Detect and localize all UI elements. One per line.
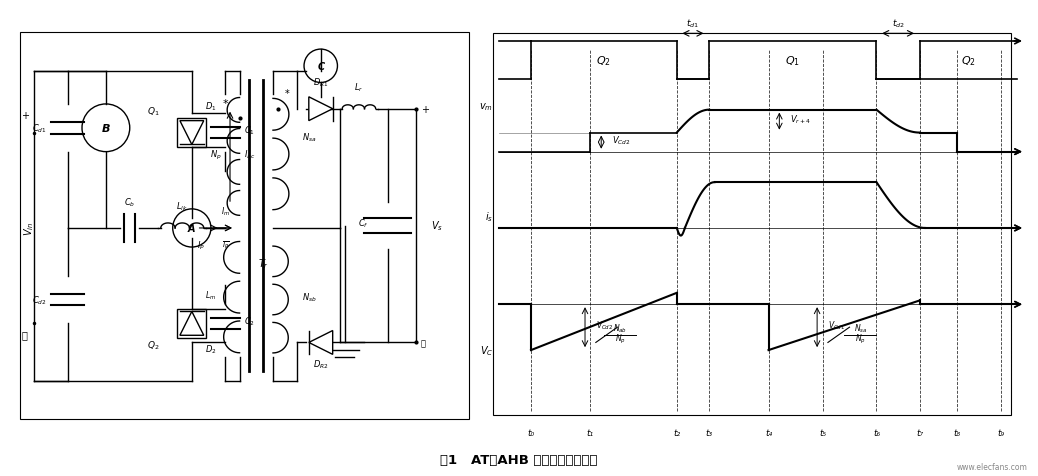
Text: $Q_1$: $Q_1$: [147, 105, 160, 118]
Text: $C_b$: $C_b$: [125, 196, 135, 208]
Text: $Q_2$: $Q_2$: [961, 54, 976, 68]
Text: $V_{in}$: $V_{in}$: [23, 221, 36, 236]
Text: t₈: t₈: [954, 428, 961, 436]
Text: $L_r$: $L_r$: [354, 81, 363, 94]
Text: $V_s$: $V_s$: [431, 219, 442, 233]
Bar: [177, 309, 207, 338]
Text: $I_m$: $I_m$: [221, 205, 229, 218]
Text: $L_m$: $L_m$: [206, 288, 217, 301]
Text: +: +: [21, 111, 29, 121]
Text: $C_2$: $C_2$: [244, 315, 254, 327]
Text: $C_{d1}$: $C_{d1}$: [32, 122, 47, 135]
Text: t₉: t₉: [998, 428, 1004, 436]
Text: $V_C$: $V_C$: [480, 344, 493, 357]
Text: $D_{R2}$: $D_{R2}$: [312, 357, 329, 370]
Text: t₄: t₄: [765, 428, 772, 436]
Text: $Q_2$: $Q_2$: [147, 338, 160, 351]
Text: $i_s$: $i_s$: [485, 210, 493, 224]
Bar: [177, 119, 207, 148]
Text: C: C: [318, 62, 324, 71]
Text: $t_{d2}$: $t_{d2}$: [892, 18, 904, 30]
Polygon shape: [309, 331, 332, 355]
Text: t₂: t₂: [674, 428, 680, 436]
Text: $C_{d2}$: $C_{d2}$: [32, 294, 47, 306]
Text: +: +: [421, 105, 429, 114]
Polygon shape: [180, 121, 203, 145]
Polygon shape: [309, 98, 332, 121]
Text: $Q_1$: $Q_1$: [786, 54, 800, 68]
Text: $I_{ac}$: $I_{ac}$: [244, 148, 255, 160]
Text: $N_{sa}$: $N_{sa}$: [302, 131, 317, 144]
Text: www.elecfans.com: www.elecfans.com: [957, 462, 1028, 471]
Text: $N_p$: $N_p$: [855, 332, 866, 345]
Polygon shape: [180, 312, 203, 336]
Text: $I_P$: $I_P$: [197, 238, 206, 251]
Text: $D_2$: $D_2$: [206, 343, 217, 356]
Text: t₀: t₀: [527, 428, 535, 436]
Text: $V_{Cd1}$: $V_{Cd1}$: [828, 318, 845, 331]
Text: t₁: t₁: [586, 428, 594, 436]
Text: $N_p$: $N_p$: [210, 149, 221, 161]
Text: 图1   AT－AHB 主电路及原理波形: 图1 AT－AHB 主电路及原理波形: [440, 454, 598, 466]
Text: $D_{R1}$: $D_{R1}$: [312, 77, 329, 89]
Text: $C_f$: $C_f$: [358, 217, 370, 229]
Text: $N_{sb}$: $N_{sb}$: [302, 291, 317, 303]
Text: $N_{ab}$: $N_{ab}$: [613, 322, 627, 335]
Text: $C_1$: $C_1$: [244, 124, 254, 137]
Text: $*$: $*$: [284, 87, 291, 97]
Text: －: －: [421, 338, 426, 347]
Text: t₅: t₅: [819, 428, 826, 436]
Text: t₇: t₇: [917, 428, 923, 436]
Text: $L_{lk}$: $L_{lk}$: [176, 200, 188, 213]
Text: t₆: t₆: [873, 428, 880, 436]
Text: B: B: [102, 124, 110, 133]
Text: $*$: $*$: [222, 97, 228, 107]
Text: $T_r$: $T_r$: [257, 257, 269, 270]
Text: $Q_2$: $Q_2$: [597, 54, 611, 68]
Text: $D_1$: $D_1$: [206, 100, 217, 113]
Text: $V_{r+4}$: $V_{r+4}$: [790, 113, 811, 125]
Text: A: A: [188, 224, 195, 233]
Text: $V_{Cd2}$: $V_{Cd2}$: [596, 318, 613, 331]
Text: $v_m$: $v_m$: [480, 101, 493, 112]
Text: $V_{Cd2}$: $V_{Cd2}$: [612, 134, 631, 146]
Text: $\overline{I_P}$: $\overline{I_P}$: [222, 239, 228, 250]
Text: $N_{sa}$: $N_{sa}$: [853, 322, 867, 335]
Text: $N_p$: $N_p$: [614, 332, 626, 345]
Text: －: －: [22, 330, 28, 340]
Text: t₃: t₃: [706, 428, 713, 436]
Text: $t_{d1}$: $t_{d1}$: [686, 18, 700, 30]
